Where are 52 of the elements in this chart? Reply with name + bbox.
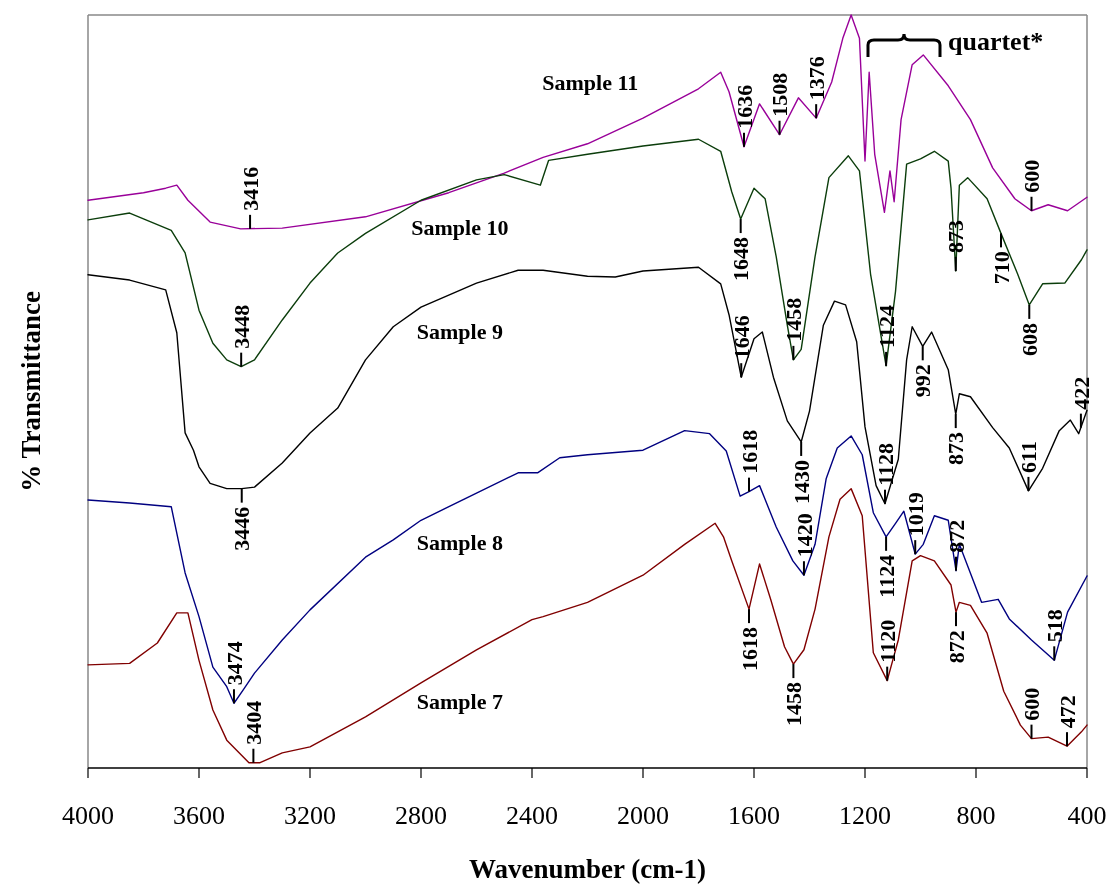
annotation: 518 — [1041, 609, 1067, 643]
x-tick-label: 2800 — [395, 801, 447, 830]
x-tick-label: 1600 — [728, 801, 780, 830]
annotation: 1376 — [803, 56, 829, 101]
annotation: 611 — [1016, 441, 1042, 473]
annotation: 992 — [910, 364, 936, 398]
series-label: Sample 8 — [416, 530, 503, 556]
x-axis-title: Wavenumber (cm-1) — [468, 854, 707, 884]
annotation: 873 — [943, 432, 969, 466]
annotation: 3416 — [237, 166, 263, 211]
annotation: 1420 — [791, 513, 817, 558]
annotation: 472 — [1054, 695, 1080, 729]
x-tick-label: 2000 — [617, 801, 669, 830]
annotation: 1508 — [767, 72, 793, 117]
annotation: 1120 — [874, 619, 900, 663]
annotation: 1458 — [781, 297, 807, 342]
annotation: 600 — [1019, 687, 1045, 721]
annotation: 872 — [943, 519, 969, 553]
annotation: 872 — [943, 630, 969, 664]
series-label: Sample 7 — [416, 688, 503, 714]
annotation: 1124 — [873, 554, 899, 598]
annotation: 1124 — [873, 305, 899, 348]
annotation: 608 — [1016, 322, 1042, 356]
annotation: 1618 — [736, 627, 762, 672]
annotation: 873 — [943, 220, 969, 254]
annotation: 600 — [1019, 159, 1045, 193]
series-label: Sample 10 — [411, 215, 509, 241]
annotation: 1430 — [788, 459, 814, 504]
annotation: 422 — [1068, 376, 1094, 410]
annotation: 1128 — [872, 442, 898, 486]
annotation: 3474 — [221, 641, 247, 686]
x-tick-label: 800 — [956, 801, 996, 830]
annotation: 1019 — [902, 492, 928, 537]
annotation: 710 — [988, 251, 1014, 285]
x-tick-label: 3600 — [173, 801, 225, 830]
annotation: 1648 — [728, 237, 754, 282]
x-tick-label: 400 — [1067, 801, 1107, 830]
annotation: 1458 — [781, 682, 807, 727]
x-tick-label: 1200 — [839, 801, 891, 830]
annotation: 3446 — [229, 506, 255, 551]
x-tick-label: 4000 — [62, 801, 114, 830]
y-axis-title: % Transmittance — [16, 291, 46, 492]
annotation: 1636 — [731, 84, 757, 129]
series-label: Sample 11 — [542, 69, 639, 95]
annotation: quartet* — [948, 27, 1044, 56]
annotation: 1646 — [728, 315, 754, 360]
annotation: 1618 — [736, 429, 762, 474]
series-label: Sample 9 — [416, 319, 503, 345]
x-tick-label: 3200 — [284, 801, 336, 830]
annotation: 3404 — [241, 700, 267, 745]
annotation: 3448 — [228, 304, 254, 349]
x-tick-label: 2400 — [506, 801, 558, 830]
